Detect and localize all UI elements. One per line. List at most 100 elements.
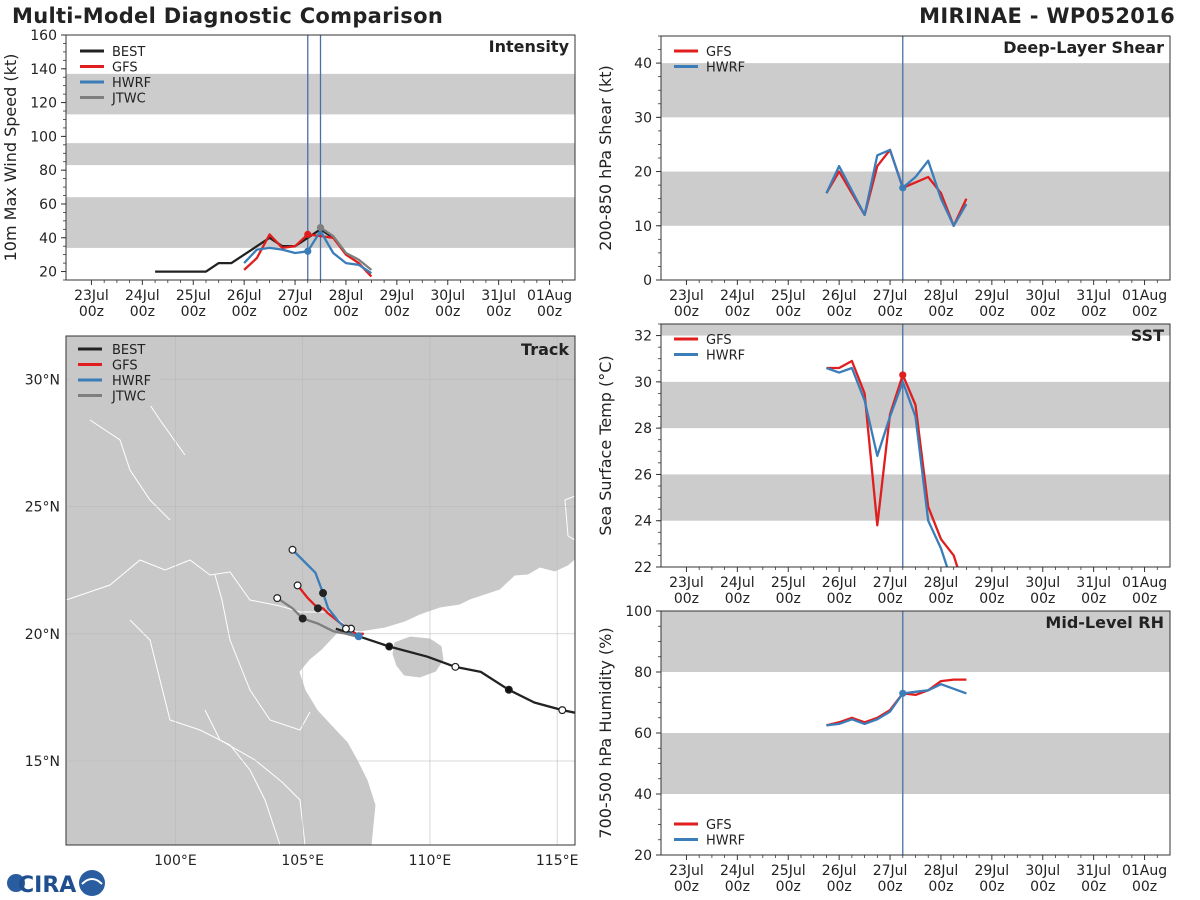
track-series-jtwc: [276, 597, 357, 638]
rh-shaded-band: [661, 611, 1170, 672]
map-lon-label: 115°E: [536, 853, 579, 869]
intensity-y-axis-label: 10m Max Wind Speed (kt): [1, 54, 20, 262]
shear-ytick-label: 0: [643, 273, 652, 289]
rh-xtick-day-label: 30Jul: [1025, 863, 1060, 879]
intensity-xtick-hour-label: 00z: [130, 304, 155, 320]
sst-shaded-band: [661, 474, 1170, 521]
rh-xtick-day-label: 24Jul: [720, 863, 755, 879]
map-lon-label: 100°E: [154, 853, 197, 869]
rh-xtick-hour-label: 00z: [674, 879, 699, 895]
intensity-xtick-hour-label: 00z: [333, 304, 358, 320]
sst-xtick-hour-label: 00z: [928, 591, 953, 607]
sst-xtick-day-label: 01Aug: [1122, 575, 1167, 591]
rh-xtick-hour-label: 00z: [776, 879, 801, 895]
map-lat-label: 25°N: [25, 500, 60, 516]
shear-xtick-hour-label: 00z: [877, 304, 902, 320]
rh-xtick-day-label: 01Aug: [1122, 863, 1167, 879]
track-position-marker: [558, 706, 567, 715]
logo-globe-icon: [7, 874, 25, 892]
track-position-marker: [273, 594, 282, 603]
sst-xtick-day-label: 25Jul: [771, 575, 806, 591]
map-lat-label: 20°N: [25, 627, 60, 643]
track-legend-label-best: BEST: [112, 343, 145, 358]
shear-legend-label-gfs: GFS: [706, 45, 732, 60]
intensity-xtick-day-label: 25Jul: [176, 288, 211, 304]
sst-xtick-hour-label: 00z: [827, 591, 852, 607]
rh-panel-title: Mid-Level RH: [1045, 613, 1164, 632]
sst-xtick-day-label: 30Jul: [1025, 575, 1060, 591]
intensity-ytick-label: 100: [30, 129, 57, 145]
track-legend-label-jtwc: JTWC: [111, 390, 146, 405]
shear-xtick-hour-label: 00z: [827, 304, 852, 320]
intensity-marker-hwrf: [304, 247, 312, 255]
shear-xtick-day-label: 01Aug: [1122, 288, 1167, 304]
shear-xtick-day-label: 28Jul: [924, 288, 959, 304]
rh-xtick-hour-label: 00z: [877, 879, 902, 895]
sst-xtick-day-label: 26Jul: [822, 575, 857, 591]
sst-series-hwrf: [826, 366, 949, 567]
shear-legend-label-hwrf: HWRF: [706, 61, 745, 76]
track-lines: [273, 545, 575, 715]
intensity-legend-label-gfs: GFS: [112, 61, 138, 76]
rh-xtick-day-label: 23Jul: [669, 863, 704, 879]
intensity-panel: 2040608010012014016023Jul00z24Jul00z25Ju…: [1, 28, 576, 320]
shear-xtick-hour-label: 00z: [725, 304, 750, 320]
track-position-marker: [298, 614, 307, 623]
rh-xtick-day-label: 31Jul: [1076, 863, 1111, 879]
map-lon-label: 110°E: [409, 853, 452, 869]
shear-ytick-label: 40: [634, 56, 652, 72]
taiwan-island: [564, 495, 575, 541]
map-lat-label: 30°N: [25, 372, 60, 388]
intensity-xtick-day-label: 29Jul: [379, 288, 414, 304]
intensity-xtick-day-label: 30Jul: [430, 288, 465, 304]
rh-xtick-hour-label: 00z: [979, 879, 1004, 895]
intensity-series-best: [155, 228, 334, 273]
sst-panel: 22242628303223Jul00z24Jul00z25Jul00z26Ju…: [596, 323, 1171, 607]
sst-y-axis-label: Sea Surface Temp (°C): [596, 355, 615, 535]
shear-shaded-band: [661, 63, 1170, 118]
shear-xtick-day-label: 25Jul: [771, 288, 806, 304]
shear-xtick-hour-label: 00z: [1132, 304, 1157, 320]
shear-xtick-hour-label: 00z: [1030, 304, 1055, 320]
sst-ytick-label: 26: [634, 467, 652, 483]
intensity-xtick-hour-label: 00z: [282, 304, 307, 320]
rh-xtick-hour-label: 00z: [1132, 879, 1157, 895]
rh-marker-hwrf: [899, 689, 907, 697]
track-legend-label-gfs: GFS: [112, 359, 138, 374]
sst-xtick-day-label: 31Jul: [1076, 575, 1111, 591]
shear-ytick-label: 20: [634, 165, 652, 181]
shear-xtick-hour-label: 00z: [979, 304, 1004, 320]
map-lon-label: 105°E: [281, 853, 324, 869]
intensity-legend-label-hwrf: HWRF: [112, 76, 151, 91]
intensity-ytick-label: 40: [39, 231, 57, 247]
shear-xtick-day-label: 27Jul: [873, 288, 908, 304]
shear-y-axis-label: 200-850 hPa Shear (kt): [596, 65, 615, 251]
track-panel: 100°E 105°E 110°E 115°E 15°N 20°N 25°N 30°N Trac…: [25, 335, 579, 869]
intensity-xtick-day-label: 26Jul: [227, 288, 262, 304]
shear-marker-hwrf: [899, 184, 907, 192]
intensity-xtick-hour-label: 00z: [537, 304, 562, 320]
rh-shaded-band: [661, 733, 1170, 794]
sst-ytick-label: 22: [634, 560, 652, 576]
sst-xtick-hour-label: 00z: [1132, 591, 1157, 607]
intensity-xtick-hour-label: 00z: [384, 304, 409, 320]
rh-ytick-label: 80: [634, 665, 652, 681]
rh-legend-label-gfs: GFS: [706, 818, 732, 833]
sst-ytick-label: 32: [634, 329, 652, 345]
rh-xtick-day-label: 28Jul: [924, 863, 959, 879]
track-frame: [65, 335, 576, 846]
intensity-xtick-day-label: 01Aug: [527, 288, 572, 304]
sst-series-gfs: [826, 359, 959, 567]
hainan-island: [391, 635, 445, 679]
sst-xtick-day-label: 24Jul: [720, 575, 755, 591]
shear-panel: 01020304023Jul00z24Jul00z25Jul00z26Jul00…: [596, 35, 1171, 320]
logo-satellite-icon: [79, 870, 105, 896]
sst-xtick-hour-label: 00z: [1081, 591, 1106, 607]
cira-logo: CIRA: [7, 870, 105, 898]
intensity-series-jtwc: [319, 226, 373, 271]
shear-xtick-day-label: 31Jul: [1076, 288, 1111, 304]
sst-shaded-band: [661, 324, 1170, 336]
rh-ytick-label: 100: [625, 604, 652, 620]
sst-xtick-hour-label: 00z: [725, 591, 750, 607]
track-legend-label-hwrf: HWRF: [112, 374, 151, 389]
